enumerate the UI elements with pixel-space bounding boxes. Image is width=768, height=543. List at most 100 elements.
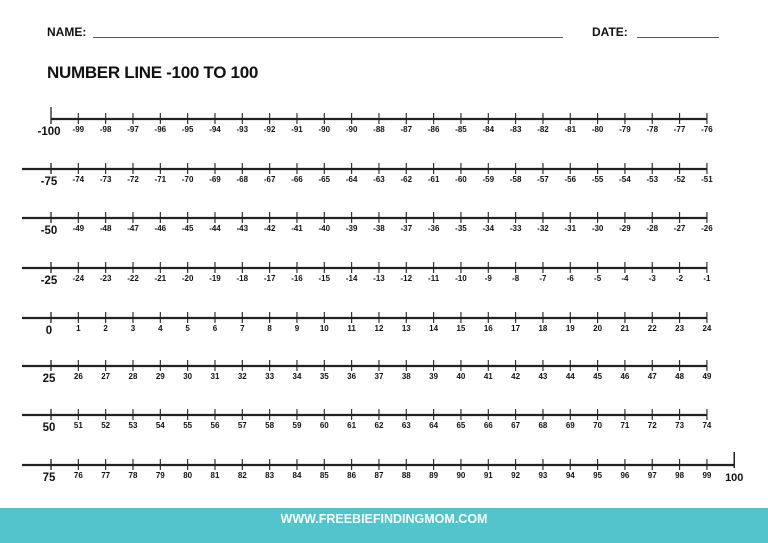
tick-label: 90 [456,471,465,480]
tick-label: 48 [675,372,684,381]
tick-label: 27 [101,372,110,381]
tick-label: 83 [265,471,274,480]
tick-label: -12 [401,274,413,283]
tick-label: -19 [209,274,221,283]
tick-label: 99 [702,471,711,480]
tick-label: -88 [373,125,385,134]
tick-label: 18 [538,324,547,333]
tick-label: 30 [183,372,192,381]
name-field[interactable] [93,37,563,38]
tick-label: -6 [567,274,575,283]
tick-label: 79 [156,471,165,480]
tick-label: 80 [183,471,192,480]
tick-label: 15 [456,324,465,333]
tick-label: -74 [73,175,85,184]
tick-label: -77 [674,125,686,134]
tick-label: -31 [564,224,576,233]
tick-label: 28 [129,372,138,381]
tick-label: -2 [676,274,684,283]
tick-label: -1 [703,274,711,283]
start-label: -75 [41,176,58,188]
tick-label: 60 [320,421,329,430]
tick-label: -61 [428,175,440,184]
tick-label: 14 [429,324,438,333]
tick-label: 37 [375,372,384,381]
tick-label: -73 [100,175,112,184]
tick-label: 91 [484,471,493,480]
footer-bar: WWW.FREEBIEFINDINGMOM.COM [0,508,768,543]
tick-label: -32 [537,224,549,233]
tick-label: -35 [455,224,467,233]
tick-label: -53 [646,175,658,184]
tick-label: -83 [510,125,522,134]
tick-label: -56 [564,175,576,184]
tick-label: 47 [648,372,657,381]
tick-label: -87 [401,125,413,134]
tick-label: -27 [674,224,686,233]
tick-label: 40 [456,372,465,381]
tick-label: -13 [373,274,385,283]
tick-label: 68 [538,421,547,430]
tick-label: 6 [213,324,218,333]
tick-label: -82 [537,125,549,134]
tick-label: -59 [482,175,494,184]
tick-label: 23 [675,324,684,333]
tick-label: 20 [593,324,602,333]
tick-label: 59 [293,421,302,430]
tick-label: 34 [293,372,302,381]
tick-label: 16 [484,324,493,333]
tick-label: 87 [375,471,384,480]
tick-label: -48 [100,224,112,233]
tick-label: 35 [320,372,329,381]
tick-label: -46 [155,224,167,233]
tick-label: -3 [649,274,657,283]
date-field[interactable] [637,37,719,38]
tick-label: 54 [156,421,165,430]
tick-label: -79 [619,125,631,134]
tick-label: -11 [428,274,440,283]
tick-label: 4 [158,324,163,333]
tick-label: 52 [101,421,110,430]
start-label: 50 [43,422,56,434]
tick-label: -37 [401,224,413,233]
tick-label: 73 [675,421,684,430]
tick-label: 24 [702,324,711,333]
start-label: 25 [43,373,56,385]
tick-label: 5 [185,324,190,333]
tick-label: 64 [429,421,438,430]
tick-label: 85 [320,471,329,480]
tick-label: -26 [701,224,713,233]
tick-label: 26 [74,372,83,381]
tick-label: 56 [211,421,220,430]
tick-label: -66 [291,175,303,184]
tick-label: 66 [484,421,493,430]
tick-label: 81 [211,471,220,480]
tick-label: 12 [375,324,384,333]
tick-label: 44 [566,372,575,381]
tick-label: 57 [238,421,247,430]
tick-label: -71 [155,175,167,184]
tick-label: 89 [429,471,438,480]
tick-label: 1 [76,324,81,333]
tick-label: 82 [238,471,247,480]
tick-label: -33 [510,224,522,233]
tick-label: -86 [428,125,440,134]
tick-label: -90 [346,125,358,134]
tick-label: 61 [347,421,356,430]
tick-label: -69 [209,175,221,184]
tick-label: -93 [237,125,249,134]
tick-label: 78 [129,471,138,480]
tick-label: -70 [182,175,194,184]
tick-label: -90 [319,125,331,134]
tick-label: -72 [127,175,139,184]
page-title: NUMBER LINE -100 TO 100 [47,63,259,82]
tick-label: 93 [538,471,547,480]
tick-label: -60 [455,175,467,184]
tick-label: -80 [592,125,604,134]
tick-label: -51 [701,175,713,184]
tick-label: -20 [182,274,194,283]
tick-label: -43 [237,224,249,233]
tick-label: -29 [619,224,631,233]
tick-label: 70 [593,421,602,430]
tick-label: -34 [482,224,494,233]
